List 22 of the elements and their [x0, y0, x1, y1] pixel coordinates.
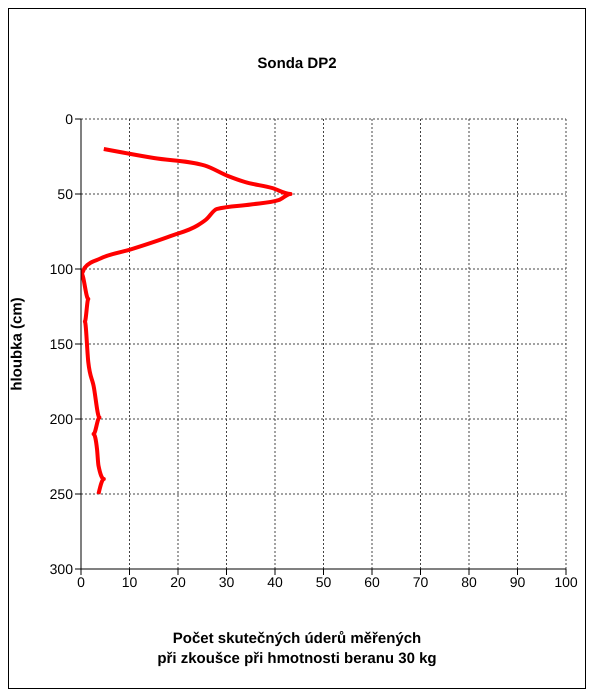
chart-title: Sonda DP2 — [256, 55, 338, 72]
x-tick-label: 100 — [554, 574, 578, 590]
y-tick-label: 50 — [57, 186, 74, 202]
y-tick-label: 200 — [50, 410, 74, 427]
x-tick-label: 70 — [412, 574, 428, 590]
x-tick-label: 30 — [218, 574, 234, 590]
x-tick-label: 20 — [170, 574, 186, 590]
line-series — [81, 147, 293, 496]
x-tick-label: 0 — [77, 574, 86, 590]
y-tick-label: 150 — [50, 336, 74, 352]
x-tick-label: 90 — [510, 574, 526, 590]
y-tick-label: 0 — [65, 110, 74, 127]
x-tick-label: 50 — [316, 574, 332, 590]
y-axis-title: hloubka (cm) — [8, 297, 26, 391]
x-tick-label: 40 — [267, 574, 283, 590]
x-tick-label: 60 — [364, 574, 380, 590]
x-tick-label: 10 — [122, 574, 138, 590]
y-tick-label: 300 — [50, 560, 74, 577]
x-axis-title: Počet skutečných úderů měřených při zkoušce při hmotnosti beranu 30 kg — [156, 629, 438, 669]
x-tick-label: 80 — [461, 574, 477, 590]
y-tick-label: 100 — [50, 260, 74, 277]
y-tick-label: 250 — [50, 486, 74, 502]
